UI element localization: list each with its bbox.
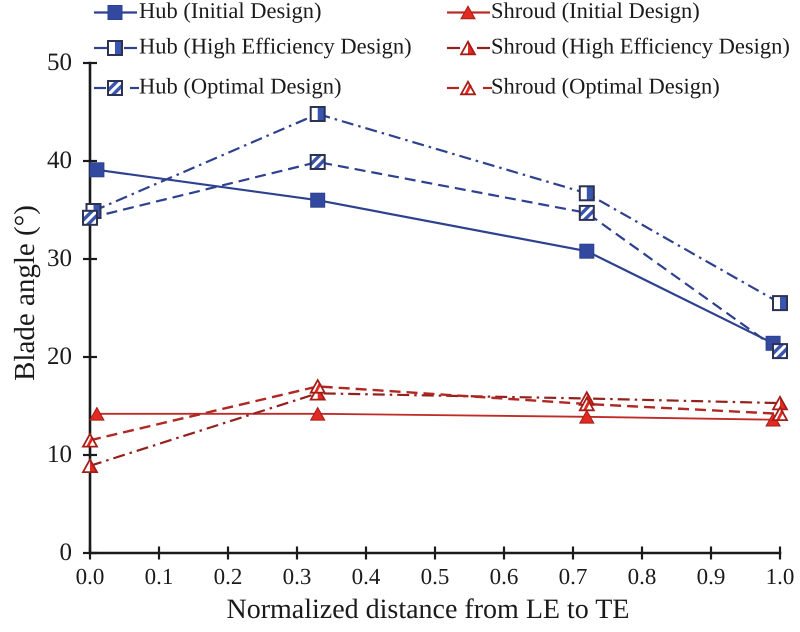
svg-text:0.1: 0.1 [145, 564, 174, 589]
svg-text:0.4: 0.4 [352, 564, 381, 589]
svg-text:Hub (High Efficiency Design): Hub (High Efficiency Design) [139, 34, 412, 59]
svg-text:Blade angle (°): Blade angle (°) [9, 205, 41, 381]
svg-text:40: 40 [47, 147, 72, 174]
svg-text:0.8: 0.8 [628, 564, 657, 589]
svg-text:0.2: 0.2 [214, 564, 243, 589]
svg-text:20: 20 [47, 343, 72, 370]
svg-text:30: 30 [47, 245, 72, 272]
svg-text:Shroud (Initial Design): Shroud (Initial Design) [491, 0, 700, 23]
svg-text:0.6: 0.6 [490, 564, 519, 589]
svg-text:0.9: 0.9 [697, 564, 726, 589]
svg-text:0.0: 0.0 [76, 564, 105, 589]
svg-text:10: 10 [47, 441, 72, 468]
svg-text:Shroud (Optimal Design): Shroud (Optimal Design) [491, 74, 720, 99]
svg-text:0.3: 0.3 [283, 564, 312, 589]
svg-text:Shroud (High Efficiency Design: Shroud (High Efficiency Design) [491, 34, 790, 59]
svg-text:0: 0 [60, 539, 73, 566]
svg-text:Normalized distance from LE to: Normalized distance from LE to TE [226, 594, 629, 625]
svg-text:1.0: 1.0 [766, 564, 795, 589]
svg-text:Hub (Initial Design): Hub (Initial Design) [139, 0, 321, 23]
svg-text:50: 50 [47, 49, 72, 76]
svg-text:0.7: 0.7 [559, 564, 588, 589]
svg-text:Hub (Optimal Design): Hub (Optimal Design) [139, 74, 341, 99]
svg-text:0.5: 0.5 [421, 564, 450, 589]
